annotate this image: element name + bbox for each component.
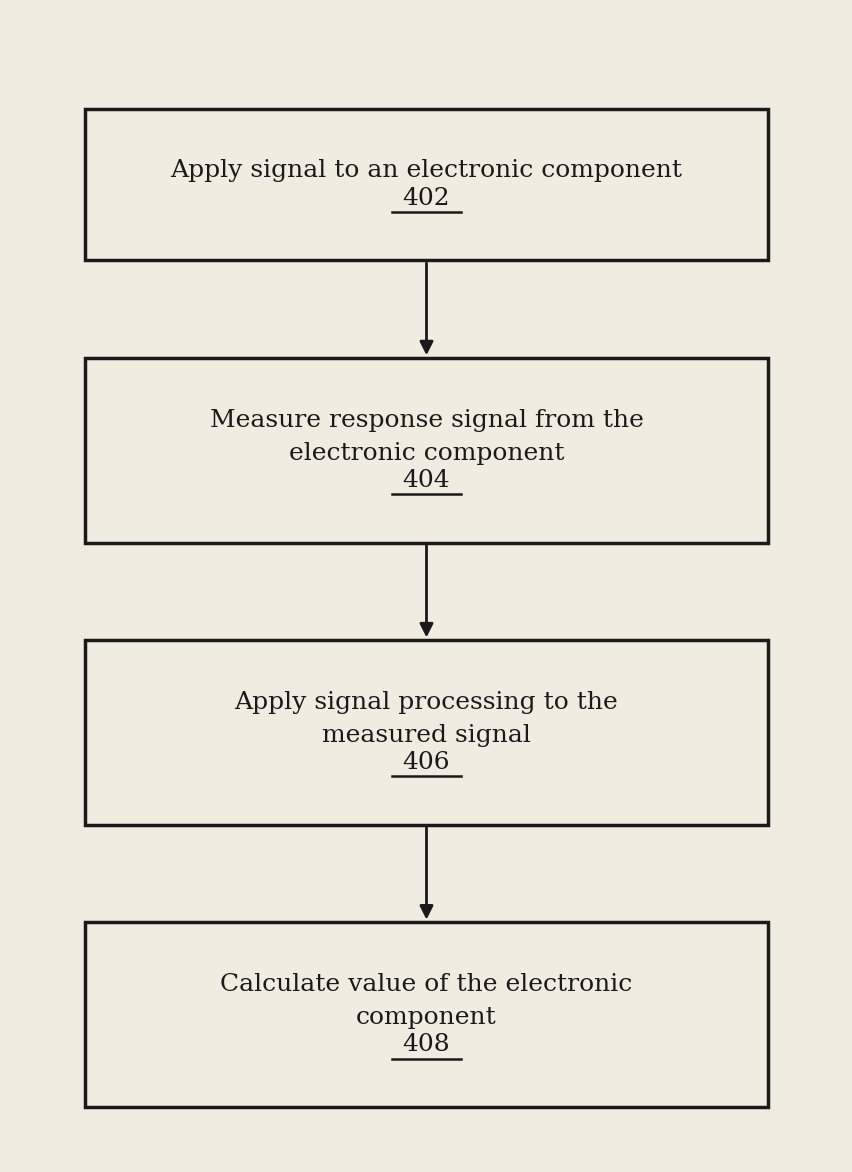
Text: Calculate value of the electronic: Calculate value of the electronic bbox=[220, 973, 632, 996]
Text: 404: 404 bbox=[402, 469, 450, 492]
Bar bbox=[85, 109, 767, 260]
Text: electronic component: electronic component bbox=[289, 442, 563, 464]
Text: Apply signal processing to the: Apply signal processing to the bbox=[234, 691, 618, 714]
Text: Measure response signal from the: Measure response signal from the bbox=[210, 409, 642, 432]
Bar bbox=[85, 359, 767, 543]
Text: measured signal: measured signal bbox=[322, 724, 530, 747]
Bar bbox=[85, 922, 767, 1106]
Text: component: component bbox=[355, 1006, 497, 1029]
Text: 402: 402 bbox=[402, 186, 450, 210]
Bar bbox=[85, 640, 767, 825]
Text: 406: 406 bbox=[402, 751, 450, 774]
Text: 408: 408 bbox=[402, 1033, 450, 1056]
Text: Apply signal to an electronic component: Apply signal to an electronic component bbox=[170, 159, 682, 183]
